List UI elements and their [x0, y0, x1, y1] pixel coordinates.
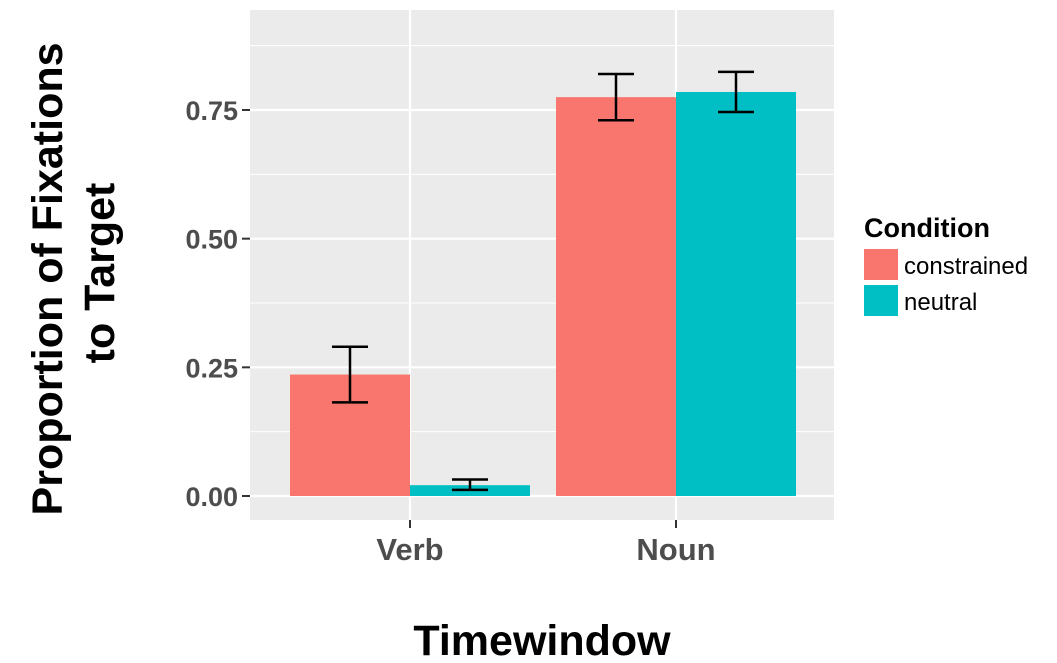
y-tick-label: 0.50 [185, 225, 238, 255]
y-axis-title-line-2: to Target [76, 183, 124, 364]
bar-constrained-noun [556, 97, 676, 496]
error-bar-neutral-noun [718, 70, 754, 114]
x-tick-label-verb: Verb [376, 532, 443, 567]
y-tick-label: 0.25 [185, 353, 238, 383]
y-axis: 0.00 0.25 0.50 0.75 [185, 96, 250, 512]
error-bar-constrained-noun [598, 72, 634, 122]
legend-title: Condition [864, 213, 990, 243]
error-bar-constrained-verb [332, 345, 368, 404]
bar-neutral-noun [676, 91, 796, 496]
legend-key-constrained [864, 249, 898, 280]
y-axis-title-line-1: Proportion of Fixations [24, 42, 72, 515]
y-tick-label: 0.75 [185, 96, 238, 126]
x-tick-label-noun: Noun [636, 532, 715, 567]
error-bars [332, 70, 754, 492]
error-bar-neutral-verb [452, 478, 488, 492]
bars [290, 91, 796, 496]
x-axis-title: Timewindow [413, 617, 671, 663]
legend-label-constrained: constrained [904, 253, 1028, 280]
legend: Condition constrained neutral [864, 213, 1028, 316]
legend-key-neutral [864, 285, 898, 316]
x-axis: Verb Noun [376, 520, 716, 567]
legend-label-neutral: neutral [904, 289, 977, 316]
y-tick-label: 0.00 [185, 482, 238, 512]
y-axis-title: Proportion of Fixations to Target [24, 31, 124, 516]
